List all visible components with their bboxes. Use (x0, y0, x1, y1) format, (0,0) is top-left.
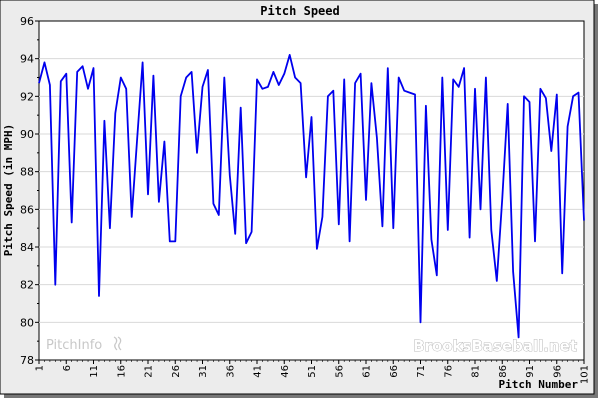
x-tick-label: 26 (171, 365, 182, 378)
y-tick-label: 92 (20, 90, 34, 103)
x-tick-label: 11 (89, 365, 100, 378)
x-tick-label: 1 (35, 365, 46, 371)
y-axis-label: Pitch Speed (in MPH) (2, 124, 15, 256)
y-tick-label: 86 (20, 203, 34, 216)
x-tick-label: 21 (144, 365, 155, 378)
y-axis-ticks: 78 80 82 84 86 88 90 92 94 96 (20, 15, 39, 367)
x-axis-label: Pitch Number (499, 378, 579, 391)
series-layer (38, 54, 585, 339)
x-axis-ticks: 1 6 11 16 21 26 31 36 41 46 51 56 61 66 71 76 81 86 91 96 10… (35, 360, 591, 384)
x-tick-label: 66 (389, 365, 400, 378)
x-tick-label: 61 (362, 365, 373, 378)
y-tick-label: 78 (20, 354, 34, 367)
y-tick-label: 84 (20, 241, 34, 254)
chart-title: Pitch Speed (260, 4, 339, 18)
watermark-left: PitchInfo (46, 338, 102, 353)
x-tick-label: 46 (280, 365, 291, 378)
y-tick-label: 80 (20, 316, 34, 329)
y-tick-label: 90 (20, 128, 34, 141)
x-tick-label: 86 (498, 365, 509, 378)
watermark-right: BrooksBaseball.net (413, 337, 577, 355)
x-tick-label: 36 (225, 365, 236, 378)
x-tick-label: 56 (334, 365, 345, 378)
x-tick-label: 96 (552, 365, 563, 378)
x-tick-label: 76 (443, 365, 454, 378)
x-tick-label: 16 (116, 365, 127, 378)
y-tick-label: 82 (20, 279, 34, 292)
pitchinfo-watermark: PitchInfo (46, 336, 122, 353)
x-tick-label: 31 (198, 365, 209, 378)
x-tick-label: 101 (580, 365, 591, 384)
x-tick-label: 51 (307, 365, 318, 378)
x-tick-label: 91 (525, 365, 536, 378)
x-tick-label: 41 (253, 365, 264, 378)
x-tick-label: 6 (62, 365, 73, 371)
y-tick-label: 96 (20, 15, 34, 28)
y-tick-label: 94 (20, 53, 34, 66)
x-tick-label: 71 (416, 365, 427, 378)
series-line-0 (38, 54, 585, 339)
y-tick-label: 88 (20, 166, 34, 179)
x-tick-label: 81 (471, 365, 482, 378)
pitchinfo-logo-icon (113, 336, 122, 351)
